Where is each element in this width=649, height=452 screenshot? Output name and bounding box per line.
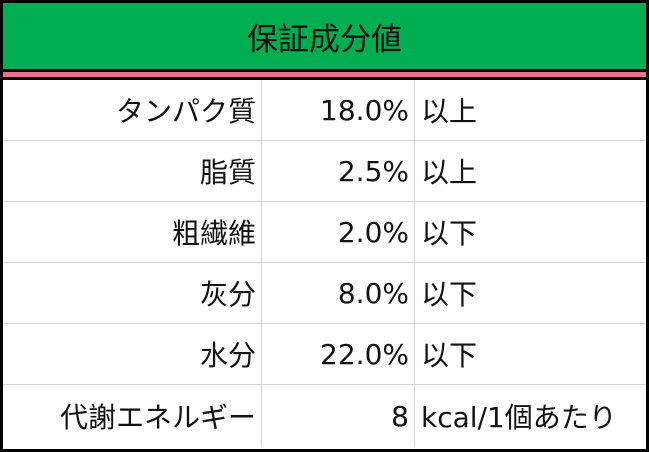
table-row: 脂質 2.5% 以上 <box>3 141 646 202</box>
nutrient-value: 8 <box>262 385 415 447</box>
nutrient-value: 8.0% <box>262 263 415 323</box>
nutrient-name: 灰分 <box>3 263 262 323</box>
table-body: タンパク質 18.0% 以上 脂質 2.5% 以上 粗繊維 2.0% 以下 灰分… <box>3 80 646 447</box>
table-row: 粗繊維 2.0% 以下 <box>3 202 646 263</box>
table-row: 灰分 8.0% 以下 <box>3 263 646 324</box>
nutrient-note: 以下 <box>421 278 478 311</box>
table-title: 保証成分値 <box>3 3 646 69</box>
nutrient-name: 代謝エネルギー <box>3 385 262 447</box>
nutrient-value: 22.0% <box>262 324 415 384</box>
nutrient-name: 脂質 <box>3 141 262 201</box>
nutrient-value: 2.0% <box>262 202 415 262</box>
nutrient-value: 2.5% <box>262 141 415 201</box>
nutrient-name: 粗繊維 <box>3 202 262 262</box>
nutrient-name: 水分 <box>3 324 262 384</box>
nutrient-note: 以上 <box>421 156 478 189</box>
nutrient-note: 以下 <box>421 339 478 372</box>
nutrient-name: タンパク質 <box>3 80 262 140</box>
nutrient-value: 18.0% <box>262 80 415 140</box>
table-row: タンパク質 18.0% 以上 <box>3 80 646 141</box>
table-row: 代謝エネルギー 8 kcal/1個あたり <box>3 385 646 447</box>
table-row: 水分 22.0% 以下 <box>3 324 646 385</box>
divider-accent <box>3 72 646 77</box>
nutrient-note: kcal/1個あたり <box>421 401 617 434</box>
nutrient-note: 以上 <box>421 95 478 128</box>
nutrient-note: 以下 <box>421 217 478 250</box>
divider <box>3 69 646 72</box>
divider <box>3 77 646 80</box>
